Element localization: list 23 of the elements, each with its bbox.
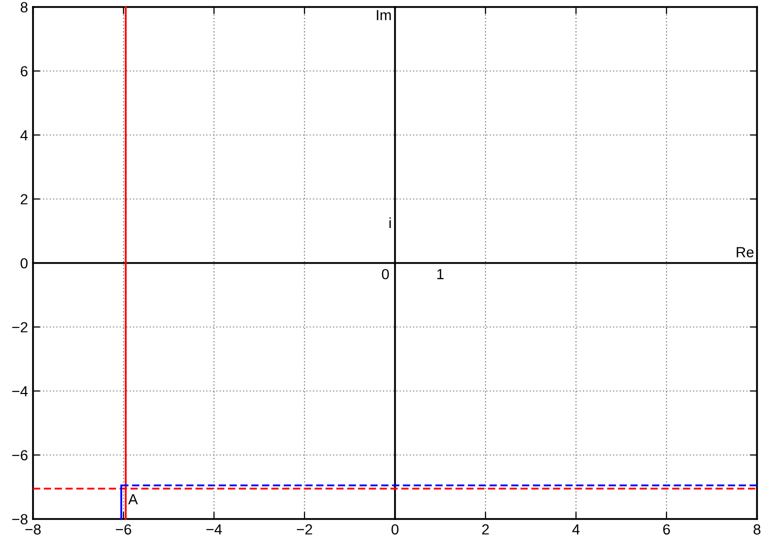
y-tick-label: 0 xyxy=(20,258,28,268)
y-tick-label: 8 xyxy=(20,2,28,12)
y-tick-label: −4 xyxy=(12,386,28,396)
x-tick-label: 0 xyxy=(392,524,398,535)
x-tick-label: −6 xyxy=(116,524,132,535)
y-tick-label: −6 xyxy=(12,450,28,460)
y-tick-label: −8 xyxy=(12,514,28,524)
annotation: Re xyxy=(736,247,754,258)
x-tick-label: −2 xyxy=(296,524,312,534)
y-tick-label: 4 xyxy=(20,130,28,140)
x-tick-label: 6 xyxy=(663,524,670,535)
annotation: i xyxy=(389,217,391,228)
annotation: A xyxy=(128,494,138,504)
x-tick-label: 2 xyxy=(482,524,489,534)
y-tick-label: −2 xyxy=(12,322,28,332)
x-tick-label: 4 xyxy=(572,524,580,534)
y-tick-label: 2 xyxy=(20,194,28,204)
y-tick-label: 6 xyxy=(20,66,28,76)
x-tick-label: 8 xyxy=(754,524,760,535)
annotation: 1 xyxy=(437,269,444,280)
annotation: 0 xyxy=(382,268,389,280)
x-tick-label: −4 xyxy=(206,524,222,534)
annotation: Im xyxy=(376,10,391,20)
